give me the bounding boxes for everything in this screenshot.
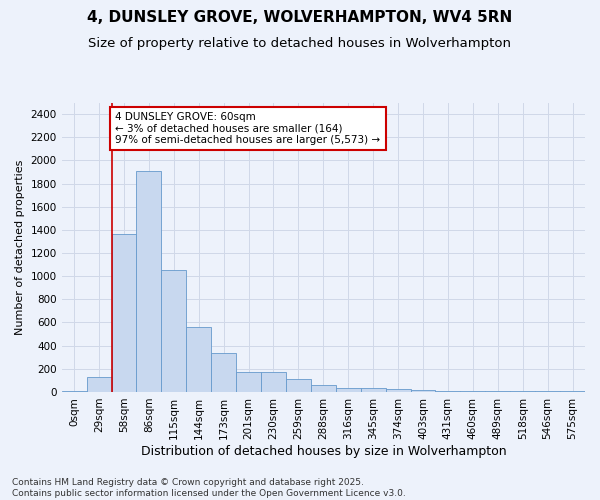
Bar [112, 234, 136, 392]
Text: Size of property relative to detached houses in Wolverhampton: Size of property relative to detached ho… [89, 38, 511, 51]
Bar [211, 353, 236, 392]
Text: 4, DUNSLEY GROVE, WOLVERHAMPTON, WV4 5RN: 4, DUNSLEY GROVE, WOLVERHAMPTON, WV4 5RN [88, 10, 512, 25]
Bar [361, 388, 386, 392]
Bar [236, 372, 261, 392]
Bar [410, 390, 436, 392]
Bar [186, 327, 211, 392]
Bar [560, 391, 585, 392]
X-axis label: Distribution of detached houses by size in Wolverhampton: Distribution of detached houses by size … [140, 444, 506, 458]
Text: 4 DUNSLEY GROVE: 60sqm
← 3% of detached houses are smaller (164)
97% of semi-det: 4 DUNSLEY GROVE: 60sqm ← 3% of detached … [115, 112, 380, 145]
Bar [261, 372, 286, 392]
Bar [311, 385, 336, 392]
Bar [62, 391, 86, 392]
Y-axis label: Number of detached properties: Number of detached properties [15, 160, 25, 335]
Text: Contains HM Land Registry data © Crown copyright and database right 2025.
Contai: Contains HM Land Registry data © Crown c… [12, 478, 406, 498]
Bar [336, 388, 361, 392]
Bar [136, 171, 161, 392]
Bar [86, 378, 112, 392]
Bar [161, 270, 186, 392]
Bar [386, 389, 410, 392]
Bar [286, 379, 311, 392]
